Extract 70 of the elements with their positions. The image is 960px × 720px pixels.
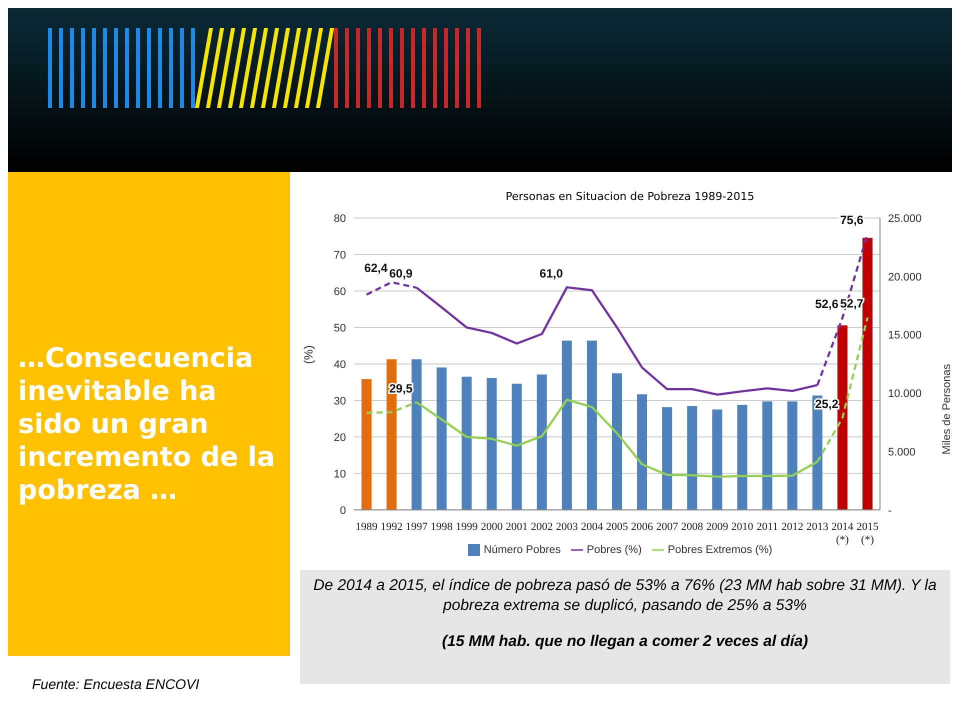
bar <box>586 340 597 510</box>
legend-label: Número Pobres <box>484 544 561 556</box>
bar <box>862 238 872 510</box>
bar <box>737 404 748 510</box>
bar <box>687 406 698 510</box>
y2-axis-title: Miles de Personas <box>940 363 953 454</box>
bar <box>612 373 622 510</box>
y-tick-label: 70 <box>334 249 346 262</box>
y-tick-label: 80 <box>334 212 346 225</box>
bar <box>837 325 848 510</box>
x-tick-label: 2003 <box>556 520 578 533</box>
y-axis-title: (%) <box>301 345 316 364</box>
x-tick-label: 2000 <box>480 520 504 533</box>
bar <box>362 379 372 510</box>
legend-label: Pobres (%) <box>586 544 642 556</box>
y2-tick-label: 5.000 <box>888 446 916 458</box>
y-tick-label: 60 <box>334 286 346 298</box>
bar <box>712 409 722 510</box>
data-label: 60,9 <box>389 266 413 281</box>
text: (15 MM hab. que no llegan a comer 2 veces al día) <box>440 632 810 652</box>
y2-tick-label: - <box>888 504 892 517</box>
x-tick-label: 2004 <box>580 520 604 533</box>
legend-label: Pobres Extremos (%) <box>668 544 772 556</box>
x-tick-label: 1989 <box>356 520 378 533</box>
bar <box>536 374 547 510</box>
x-tick-label: 2008 <box>681 520 704 533</box>
bar <box>562 340 572 510</box>
data-label: 52,6 <box>815 296 839 311</box>
y-tick-label: 10 <box>334 468 346 480</box>
x-tick-label: 2013 <box>806 520 829 533</box>
bar <box>436 367 447 510</box>
y2-tick-label: 25.000 <box>888 212 922 225</box>
y-tick-label: 50 <box>334 322 346 334</box>
bar <box>462 376 472 510</box>
chart-title: Personas en Situacion de Pobreza 1989-2015 <box>504 190 756 205</box>
x-tick-label: 2006 <box>631 520 654 533</box>
data-label: 61,0 <box>540 266 564 280</box>
bar <box>637 394 648 510</box>
bar <box>412 359 422 510</box>
x-tick-label: 1992 <box>380 520 403 533</box>
x-tick-label: 1999 <box>456 520 478 533</box>
x-tick-label: 2002 <box>530 520 553 533</box>
text: …Consecuencia inevitable ha sido un gran incremento de la pobreza … <box>18 342 276 507</box>
x-tick-label: 2001 <box>506 520 528 533</box>
y-tick-label: 0 <box>340 504 346 517</box>
y2-tick-label: 15.000 <box>888 330 922 342</box>
bar <box>787 401 798 510</box>
data-label: 62,4 <box>364 261 388 276</box>
x-tick-label: 2010 <box>731 520 754 533</box>
source-note: Fuente: Encuesta ENCOVI <box>32 676 200 692</box>
bar <box>762 401 772 510</box>
y2-tick-label: 10.000 <box>888 388 922 400</box>
bar <box>662 407 672 510</box>
x-tick-label: 2007 <box>656 520 679 533</box>
x-tick-label: 1997 <box>406 520 428 533</box>
data-label: 75,6 <box>840 213 864 228</box>
y-tick-label: 20 <box>334 432 346 444</box>
x-tick-label: 2012 <box>781 520 804 533</box>
x-tick-label: 2005 <box>606 520 628 533</box>
text: De 2014 a 2015, el índice de pobreza pasó de 53% a 76% (23 MM hab sobre 31 MM). Y la pobreza extrema se duplicó, pasando de 25% a 53% <box>312 576 938 616</box>
x-tick-label: 2015 (*) <box>856 520 879 546</box>
y2-tick-label: 20.000 <box>888 271 922 284</box>
x-tick-label: 2009 <box>706 520 729 533</box>
y-tick-label: 40 <box>334 358 346 371</box>
x-tick-label: 2014 (*) <box>831 520 854 546</box>
bar <box>512 384 522 510</box>
bar <box>486 378 497 510</box>
y-tick-label: 30 <box>334 395 346 408</box>
x-tick-label: 1998 <box>430 520 454 533</box>
x-tick-label: 2011 <box>756 520 778 533</box>
